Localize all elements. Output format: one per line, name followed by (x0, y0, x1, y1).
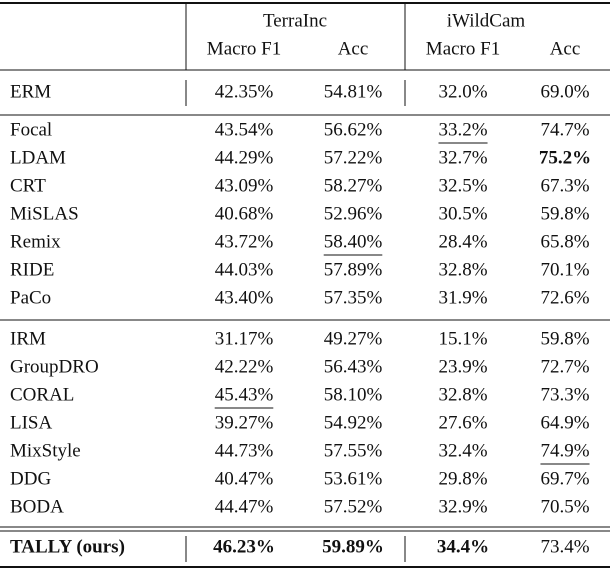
metric-cell: 34.4% (437, 536, 489, 557)
method-name: GroupDRO (10, 356, 99, 377)
metric-cell: 57.35% (324, 287, 383, 308)
metric-cell: 46.23% (213, 536, 275, 557)
metric-cell: 30.5% (438, 203, 487, 224)
metric-cell: 57.22% (324, 147, 383, 168)
metric-cell: 40.68% (215, 203, 274, 224)
metric-cell: 57.55% (324, 440, 383, 461)
metric-cell: 73.3% (540, 384, 589, 405)
method-name: Remix (10, 231, 61, 252)
metric-cell: 28.4% (438, 231, 487, 252)
group-header: iWildCam (447, 10, 526, 31)
metric-cell: 57.89% (324, 259, 383, 280)
metric-cell: 32.5% (438, 175, 487, 196)
metric-cell: 59.89% (322, 536, 384, 557)
metric-cell: 69.0% (540, 81, 589, 102)
method-name: DDG (10, 468, 51, 489)
metric-cell: 44.03% (215, 259, 274, 280)
metric-cell: 31.17% (215, 328, 274, 349)
metric-cell: 65.8% (540, 231, 589, 252)
metric-cell: 45.43% (215, 384, 274, 405)
method-name: BODA (10, 496, 64, 517)
column-header: Macro F1 (207, 38, 281, 59)
metric-cell: 49.27% (324, 328, 383, 349)
metric-cell: 56.43% (324, 356, 383, 377)
method-name: Focal (10, 119, 52, 140)
metric-cell: 15.1% (438, 328, 487, 349)
metric-cell: 69.7% (540, 468, 589, 489)
metric-cell: 43.09% (215, 175, 274, 196)
metric-cell: 70.1% (540, 259, 589, 280)
metric-cell: 74.9% (540, 440, 589, 461)
metric-cell: 70.5% (540, 496, 589, 517)
method-name: TALLY (ours) (10, 536, 125, 557)
metric-cell: 54.81% (324, 81, 383, 102)
metric-cell: 43.40% (215, 287, 274, 308)
metric-cell: 75.2% (539, 147, 591, 168)
metric-cell: 32.9% (438, 496, 487, 517)
metric-cell: 32.8% (438, 384, 487, 405)
metric-cell: 32.0% (438, 81, 487, 102)
metric-cell: 32.8% (438, 259, 487, 280)
method-name: CRT (10, 175, 46, 196)
metric-cell: 32.4% (438, 440, 487, 461)
method-name: CORAL (10, 384, 74, 405)
metric-cell: 29.8% (438, 468, 487, 489)
metric-cell: 40.47% (215, 468, 274, 489)
metric-cell: 33.2% (438, 119, 487, 140)
metric-cell: 52.96% (324, 203, 383, 224)
metric-cell: 23.9% (438, 356, 487, 377)
metric-cell: 53.61% (324, 468, 383, 489)
metric-cell: 44.47% (215, 496, 274, 517)
metric-cell: 56.62% (324, 119, 383, 140)
metric-cell: 58.10% (324, 384, 383, 405)
group-header: TerraInc (263, 10, 327, 31)
method-name: IRM (10, 328, 46, 349)
metric-cell: 32.7% (438, 147, 487, 168)
metric-cell: 31.9% (438, 287, 487, 308)
column-header: Macro F1 (426, 38, 500, 59)
metric-cell: 59.8% (540, 328, 589, 349)
method-name: RIDE (10, 259, 54, 280)
metric-cell: 58.27% (324, 175, 383, 196)
metric-cell: 44.29% (215, 147, 274, 168)
metric-cell: 27.6% (438, 412, 487, 433)
metric-cell: 43.54% (215, 119, 274, 140)
metric-cell: 72.7% (540, 356, 589, 377)
metric-cell: 57.52% (324, 496, 383, 517)
method-name: LISA (10, 412, 53, 433)
method-name: MiSLAS (10, 203, 79, 224)
column-header: Acc (550, 38, 581, 59)
metric-cell: 67.3% (540, 175, 589, 196)
column-header: Acc (338, 38, 369, 59)
metric-cell: 64.9% (540, 412, 589, 433)
metric-cell: 42.22% (215, 356, 274, 377)
metric-cell: 73.4% (540, 536, 589, 557)
metric-cell: 54.92% (324, 412, 383, 433)
metric-cell: 43.72% (215, 231, 274, 252)
metric-cell: 44.73% (215, 440, 274, 461)
metric-cell: 74.7% (540, 119, 589, 140)
method-name: LDAM (10, 147, 66, 168)
method-name: MixStyle (10, 440, 81, 461)
metric-cell: 72.6% (540, 287, 589, 308)
metric-cell: 42.35% (215, 81, 274, 102)
metric-cell: 58.40% (324, 231, 383, 252)
metric-cell: 59.8% (540, 203, 589, 224)
metric-cell: 39.27% (215, 412, 274, 433)
method-name: PaCo (10, 287, 51, 308)
method-name: ERM (10, 81, 51, 102)
